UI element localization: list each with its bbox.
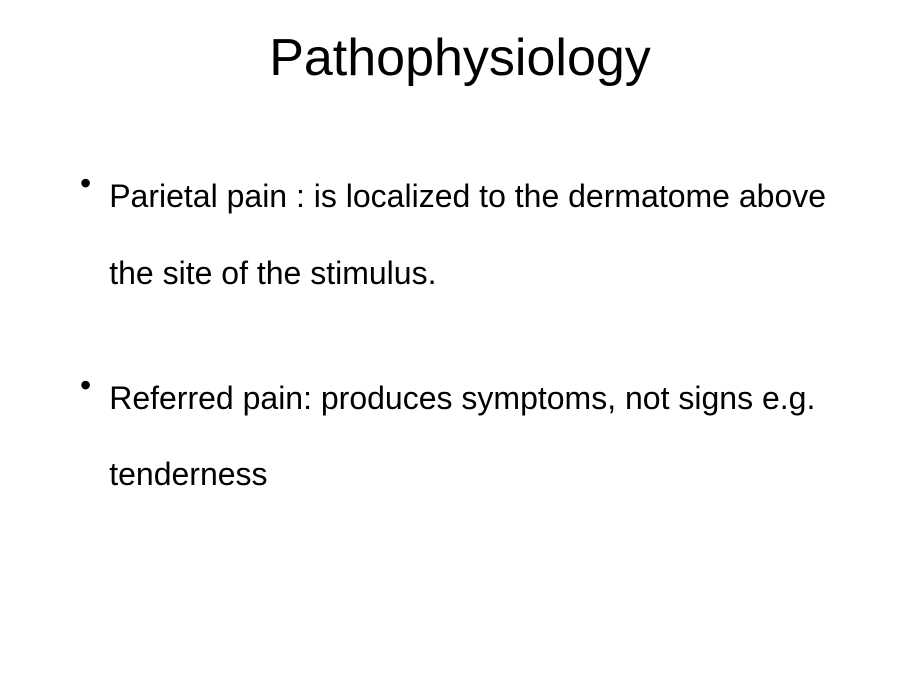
slide-title: Pathophysiology xyxy=(60,28,860,88)
bullet-marker-icon: • xyxy=(80,360,91,411)
bullet-marker-icon: • xyxy=(80,158,91,209)
bullet-item: • Referred pain: produces symptoms, not … xyxy=(80,360,860,514)
bullet-text: Referred pain: produces symptoms, not si… xyxy=(109,360,860,514)
bullet-item: • Parietal pain : is localized to the de… xyxy=(80,158,860,312)
slide-container: Pathophysiology • Parietal pain : is loc… xyxy=(0,0,920,690)
bullet-text: Parietal pain : is localized to the derm… xyxy=(109,158,860,312)
slide-content: • Parietal pain : is localized to the de… xyxy=(60,158,860,561)
